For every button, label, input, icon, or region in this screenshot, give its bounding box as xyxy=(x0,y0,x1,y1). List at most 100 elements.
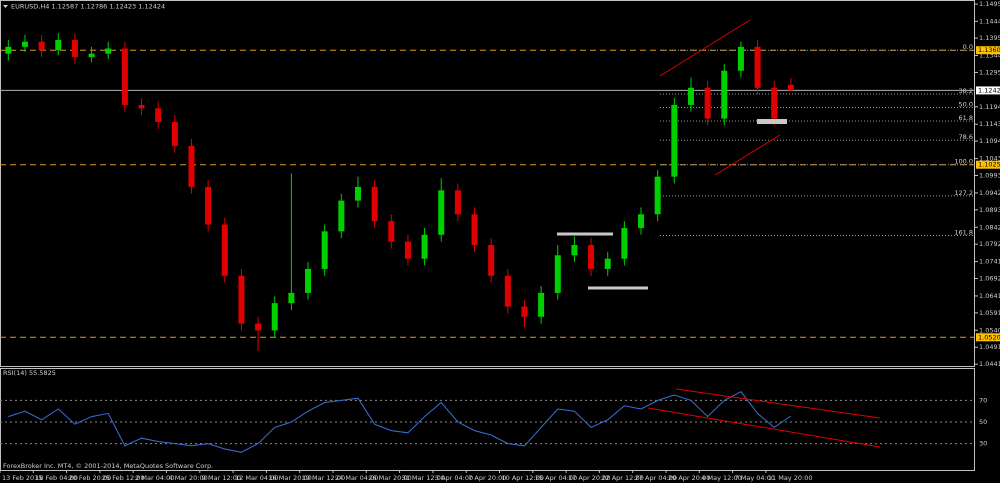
x-tick-label: 29 Apr 20:00 xyxy=(668,474,710,482)
candle-body xyxy=(488,245,495,276)
candle-body xyxy=(721,70,728,119)
trend-line xyxy=(659,19,751,77)
rsi-line xyxy=(8,391,792,453)
fib-label: 0.0 xyxy=(963,43,973,51)
fib-label: 38.2 xyxy=(959,87,973,95)
y-tick-label: 1.14445 xyxy=(979,17,1000,25)
fib-label: 61.8 xyxy=(959,114,973,122)
candle-body xyxy=(38,41,45,51)
menu-icon xyxy=(3,5,8,8)
fib-label: 100.0 xyxy=(954,158,973,166)
candle-body xyxy=(155,108,162,122)
y-tick-label: 1.04415 xyxy=(979,360,1000,368)
candle-body xyxy=(354,186,361,201)
candle-body xyxy=(654,176,661,215)
level-tag xyxy=(976,160,1000,169)
y-tick-label: 1.07925 xyxy=(979,240,1000,248)
candle-body xyxy=(371,186,378,222)
candle-body xyxy=(171,122,178,146)
candle-body xyxy=(205,186,212,225)
zone-box xyxy=(757,119,787,124)
x-tick-label: 7 Apr 20:00 xyxy=(468,474,506,482)
candle-body xyxy=(671,104,678,177)
y-tick-label: 1.06410 xyxy=(979,292,1000,300)
x-tick-label: 11 May 20:00 xyxy=(768,474,813,482)
candle-body xyxy=(288,292,295,304)
candle-body xyxy=(221,224,228,276)
candle-body xyxy=(404,241,411,259)
x-tick-label: 27 Apr 04:00 xyxy=(635,474,677,482)
rsi-tick-label: 30 xyxy=(979,440,987,448)
candle-body xyxy=(55,39,62,51)
drawings xyxy=(557,19,881,448)
fib-label: 78.6 xyxy=(959,133,973,141)
candle-body xyxy=(438,190,445,235)
x-tick-label: 19 Mar 12:00 xyxy=(302,474,345,482)
y-tick-label: 1.12950 xyxy=(979,68,1000,76)
candle-body xyxy=(121,48,128,105)
x-tick-label: 26 Mar 20:00 xyxy=(368,474,411,482)
candle-body xyxy=(454,190,461,215)
x-tick-label: 13 Feb 2015 xyxy=(2,474,42,482)
candle-body xyxy=(271,303,278,331)
x-tick-label: 16 Mar 20:00 xyxy=(268,474,311,482)
candle-body xyxy=(238,275,245,324)
y-tick-label: 1.11435 xyxy=(979,120,1000,128)
candle-body xyxy=(255,323,262,331)
y-tick-label: 1.07415 xyxy=(979,258,1000,266)
y-tick-label: 1.09425 xyxy=(979,189,1000,197)
x-tick-label: 18 Feb 04:00 xyxy=(35,474,78,482)
candle-body xyxy=(604,258,611,269)
level-label: 1.13600 xyxy=(978,46,1000,54)
candle-body xyxy=(321,231,328,269)
x-tick-label: 12 Mar 04:00 xyxy=(235,474,278,482)
candle-body xyxy=(504,275,511,307)
y-tick-label: 1.08420 xyxy=(979,223,1000,231)
price-frame xyxy=(0,0,975,367)
candle-body xyxy=(388,221,395,242)
y-tick-label: 1.04910 xyxy=(979,343,1000,351)
trend-line xyxy=(647,407,881,448)
y-tick-label: 1.08930 xyxy=(979,206,1000,214)
x-tick-label: 20 Feb 20:00 xyxy=(69,474,112,482)
candle-body xyxy=(588,245,595,269)
candle-body xyxy=(787,84,794,91)
x-tick-label: 4 Mar 20:00 xyxy=(169,474,208,482)
candle-body xyxy=(21,41,28,47)
level-tag xyxy=(976,46,1000,55)
level-tag xyxy=(976,333,1000,342)
x-tick-label: 7 May 04:00 xyxy=(735,474,775,482)
x-tick-label: 2 Mar 04:00 xyxy=(135,474,174,482)
y-tick-label: 1.10430 xyxy=(979,155,1000,163)
candle-body xyxy=(737,46,744,71)
current-price-label: 1.12424 xyxy=(978,86,1000,94)
candle-body xyxy=(621,227,628,259)
rsi-tick-label: 50 xyxy=(979,418,987,426)
y-tick-label: 1.06920 xyxy=(979,275,1000,283)
chart-title: EURUSD,H4 1.12587 1.12786 1.12423 1.1242… xyxy=(11,3,165,11)
level-label: 1.10250 xyxy=(978,161,1000,169)
rsi-tick-label: 70 xyxy=(979,396,987,404)
candle-body xyxy=(138,104,145,109)
x-tick-label: 15 Apr 04:00 xyxy=(535,474,577,482)
candle-body xyxy=(5,46,12,54)
candle-body xyxy=(88,53,95,58)
candle-body xyxy=(71,39,78,58)
candle-body xyxy=(105,48,112,54)
x-tick-label: 25 Feb 12:00 xyxy=(102,474,145,482)
x-tick-label: 10 Apr 12:00 xyxy=(502,474,544,482)
candle-body xyxy=(538,292,545,317)
y-tick-label: 1.05405 xyxy=(979,326,1000,334)
current-price-tag xyxy=(976,86,1000,95)
x-tick-label: 24 Mar 04:00 xyxy=(335,474,378,482)
rsi-frame xyxy=(0,368,975,471)
y-tick-label: 1.05915 xyxy=(979,309,1000,317)
fib-label: 161.8 xyxy=(954,228,973,236)
x-tick-label: 31 Mar 12:00 xyxy=(402,474,445,482)
candle-body xyxy=(421,234,428,259)
candle-body xyxy=(638,214,645,228)
y-tick-label: 1.14950 xyxy=(979,0,1000,8)
